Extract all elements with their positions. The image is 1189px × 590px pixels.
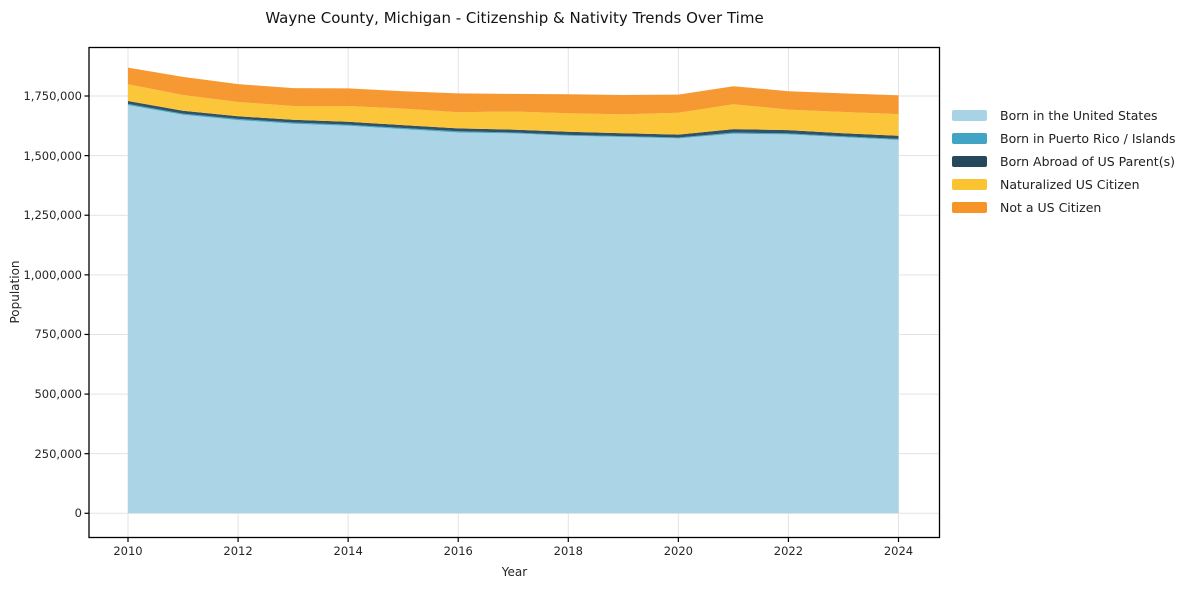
y-tick-label: 1,750,000 (23, 89, 82, 103)
legend-swatch-icon (952, 109, 987, 122)
area-series-3 (128, 101, 899, 139)
legend: Born in the United States Born in Puerto … (952, 104, 1176, 219)
legend-label: Naturalized US Citizen (1000, 177, 1140, 192)
x-tick-label: 2014 (333, 544, 363, 558)
legend-item-3: Born Abroad of US Parent(s) (952, 150, 1176, 173)
legend-label: Born in Puerto Rico / Islands (1000, 131, 1176, 146)
area-series-2 (128, 103, 899, 140)
legend-item-5: Not a US Citizen (952, 196, 1176, 219)
area-series-1 (128, 105, 899, 514)
legend-swatch-icon (952, 178, 987, 191)
y-tick-label: 0 (74, 506, 82, 521)
y-tick-label: 250,000 (34, 446, 82, 461)
legend-swatch-icon (952, 132, 987, 145)
area-series-4 (128, 84, 899, 136)
x-tick-label: 2016 (443, 544, 473, 558)
legend-label: Born in the United States (1000, 108, 1158, 123)
x-tick-label: 2012 (223, 544, 253, 558)
legend-item-2: Born in Puerto Rico / Islands (952, 127, 1176, 150)
legend-label: Born Abroad of US Parent(s) (1000, 154, 1175, 169)
x-tick-label: 2024 (883, 544, 914, 558)
y-tick-label: 1,250,000 (23, 208, 82, 223)
x-tick-label: 2020 (663, 544, 693, 558)
legend-swatch-icon (952, 155, 987, 168)
area-series-5 (128, 67, 899, 115)
legend-item-1: Born in the United States (952, 104, 1176, 127)
y-tick-label: 1,000,000 (23, 267, 82, 282)
x-tick-label: 2010 (113, 544, 143, 558)
legend-label: Not a US Citizen (1000, 200, 1102, 215)
chart-title: Wayne County, Michigan - Citizenship & N… (265, 9, 764, 27)
y-tick-label: 1,500,000 (23, 148, 82, 163)
x-tick-label: 2022 (773, 544, 804, 558)
legend-swatch-icon (952, 201, 987, 214)
y-tick-label: 750,000 (34, 327, 82, 342)
x-tick-label: 2018 (553, 544, 583, 558)
legend-item-4: Naturalized US Citizen (952, 173, 1176, 196)
plot-border (88, 46, 941, 539)
y-tick-label: 500,000 (34, 387, 82, 402)
x-axis-label: Year (501, 565, 528, 579)
